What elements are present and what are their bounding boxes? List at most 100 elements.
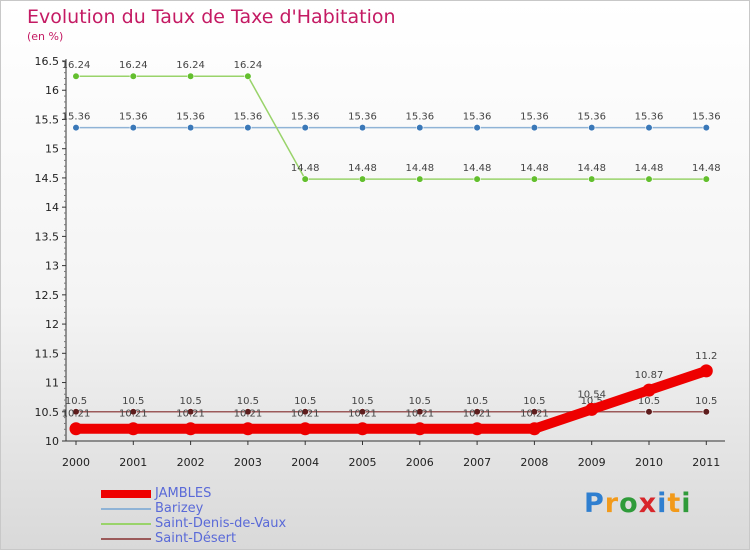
data-label: 16.24 — [119, 60, 148, 71]
legend-label: Saint-Denis-de-Vaux — [155, 516, 287, 531]
logo-letter: x — [638, 488, 658, 519]
legend-item: Saint-Désert — [101, 531, 286, 546]
data-point — [530, 124, 539, 132]
data-label: 10.21 — [463, 409, 492, 420]
data-label: 10.54 — [577, 389, 606, 400]
y-tick-label: 13 — [45, 260, 59, 273]
data-label: 15.36 — [62, 112, 91, 123]
data-label: 15.36 — [348, 112, 377, 123]
logo-letter: P — [584, 488, 605, 519]
legend-label: Saint-Désert — [155, 531, 237, 546]
data-point — [301, 408, 309, 416]
data-point — [642, 383, 656, 397]
data-point — [129, 72, 137, 80]
data-label: 15.36 — [692, 112, 721, 123]
y-tick-label: 11 — [45, 377, 59, 390]
x-tick-label: 2005 — [349, 456, 377, 469]
data-point — [358, 408, 367, 416]
series-line — [75, 75, 708, 180]
y-tick-label: 12.5 — [35, 289, 60, 302]
series-barizey: 15.36 15.36 15.36 15.36 15.36 15.36 15.36 15.36… — [62, 112, 721, 132]
logo-letter: i — [681, 488, 692, 519]
data-label: 10.21 — [520, 409, 549, 420]
series-jambles: 10.21 10.21 10.21 10.21 10.21 10.21 10.21 10.21… — [62, 351, 717, 436]
data-label: 15.36 — [577, 112, 606, 123]
chart-axes: 1010.51111.51212.51313.51414.51515.51616… — [35, 55, 725, 469]
data-point — [356, 422, 369, 436]
data-point — [72, 408, 80, 416]
y-tick-label: 16.5 — [35, 55, 60, 68]
data-point — [585, 402, 599, 416]
data-label: 10.5 — [122, 396, 144, 407]
data-point — [358, 175, 367, 183]
data-point — [298, 422, 312, 436]
data-label: 10.5 — [466, 396, 488, 407]
logo-letter: r — [604, 488, 620, 519]
legend-item: Saint-Denis-de-Vaux — [101, 516, 286, 531]
data-point — [527, 422, 541, 436]
data-point — [187, 124, 195, 132]
y-tick-label: 14.5 — [35, 172, 60, 185]
data-point — [645, 408, 653, 416]
data-label: 10.5 — [65, 396, 87, 407]
data-label: 14.48 — [635, 163, 664, 174]
data-label: 10.5 — [351, 396, 373, 407]
series-saint-denis-de-vaux: 16.24 16.24 16.24 16.24 14.48 14.48 14.48 14.48… — [62, 60, 721, 183]
data-point — [699, 364, 713, 378]
data-label: 14.48 — [520, 163, 549, 174]
data-point — [470, 422, 484, 436]
x-tick-label: 2003 — [234, 456, 262, 469]
data-label: 15.36 — [176, 112, 205, 123]
data-point — [69, 422, 83, 436]
data-point — [702, 408, 710, 416]
data-label: 10.21 — [176, 409, 205, 420]
data-label: 10.5 — [237, 396, 259, 407]
x-tick-label: 2006 — [406, 456, 434, 469]
x-tick-label: 2008 — [520, 456, 548, 469]
data-point — [416, 175, 424, 183]
y-tick-label: 11.5 — [35, 347, 60, 360]
data-label: 16.24 — [234, 60, 263, 71]
data-label: 15.36 — [234, 112, 263, 123]
data-label: 16.24 — [176, 60, 205, 71]
legend-swatch — [101, 489, 151, 498]
chart-legend: JAMBLES Barizey Saint-Denis-de-Vaux Saint-D… — [101, 486, 286, 546]
data-point — [187, 72, 195, 80]
y-tick-label: 15.5 — [35, 113, 60, 126]
data-point — [645, 175, 653, 183]
legend-item: JAMBLES — [101, 486, 286, 501]
legend-label: Barizey — [155, 501, 204, 516]
y-tick-label: 13.5 — [35, 230, 60, 243]
data-point — [72, 72, 80, 80]
data-point — [530, 408, 539, 416]
data-label: 14.48 — [463, 163, 492, 174]
x-tick-label: 2004 — [291, 456, 319, 469]
data-point — [702, 124, 710, 132]
data-label: 14.48 — [692, 163, 721, 174]
legend-swatch — [101, 507, 151, 510]
data-point — [244, 72, 252, 80]
data-label: 14.48 — [405, 163, 434, 174]
data-label: 15.36 — [463, 112, 492, 123]
x-tick-label: 2001 — [119, 456, 147, 469]
data-label: 10.5 — [581, 396, 603, 407]
y-tick-label: 10 — [45, 435, 59, 448]
data-label: 10.5 — [695, 396, 717, 407]
y-tick-label: 12 — [45, 318, 59, 331]
data-label: 10.21 — [291, 409, 320, 420]
data-label: 10.21 — [62, 409, 91, 420]
chart-series: 15.36 15.36 15.36 15.36 15.36 15.36 15.36 15.36… — [62, 60, 721, 436]
data-point — [473, 124, 481, 132]
proxiti-logo: Proxiti — [584, 488, 692, 519]
logo-letter: i — [657, 488, 668, 519]
y-tick-label: 15 — [45, 143, 59, 156]
y-tick-label: 16 — [45, 84, 59, 97]
data-point — [244, 124, 252, 132]
x-tick-label: 2010 — [635, 456, 663, 469]
data-point — [358, 124, 367, 132]
data-label: 15.36 — [405, 112, 434, 123]
data-point — [129, 408, 137, 416]
data-label: 10.87 — [635, 370, 664, 381]
